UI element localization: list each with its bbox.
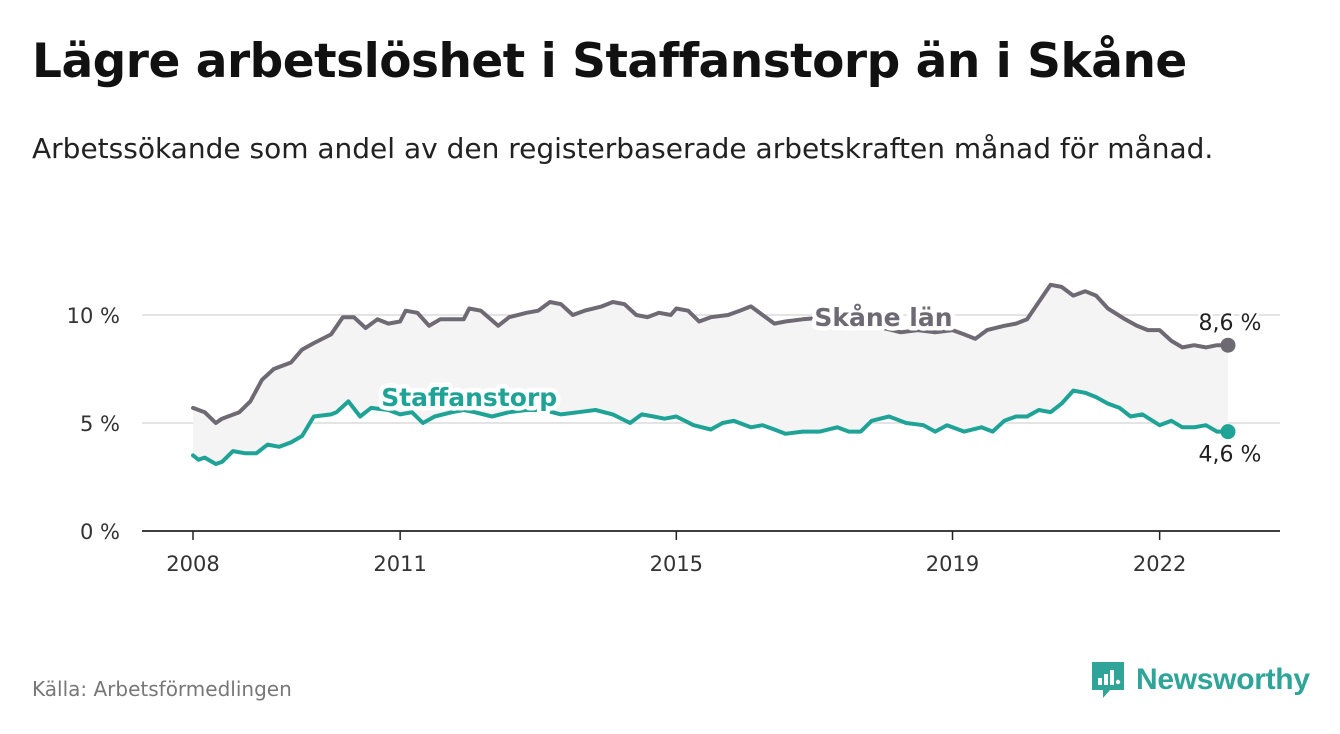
brand-name: Newsworthy — [1136, 663, 1310, 696]
chart-title: Lägre arbetslöshet i Staffanstorp än i S… — [32, 34, 1187, 89]
series-line-staffanstorp — [191, 388, 1230, 466]
series-end-label: 8,6 % — [1199, 311, 1262, 336]
source-note: Källa: Arbetsförmedlingen — [32, 677, 292, 701]
chart-series — [191, 282, 1236, 466]
brand-logo[interactable]: Newsworthy — [1090, 660, 1310, 700]
chart-labels: 8,6 % 4,6 % Skåne län Staffanstorp — [377, 298, 1264, 470]
x-tick-label: 2019 — [926, 552, 979, 576]
series-name-label: Skåne län — [814, 303, 952, 332]
series-endpoint-staffanstorp — [1220, 424, 1236, 440]
series-gap-band — [193, 284, 1228, 464]
series-end-label: 4,6 % — [1199, 443, 1262, 468]
chart-axes: 0 % 5 % 10 % 2008 2011 2015 2019 2022 — [67, 304, 1280, 576]
newsworthy-logo-icon — [1092, 662, 1124, 698]
x-tick-label: 2011 — [373, 552, 426, 576]
y-tick-label: 0 % — [80, 520, 120, 544]
x-tick-label: 2008 — [166, 552, 219, 576]
series-name-label: Staffanstorp — [381, 383, 557, 412]
x-tick-label: 2022 — [1133, 552, 1186, 576]
y-tick-label: 10 % — [67, 304, 120, 328]
y-tick-label: 5 % — [80, 412, 120, 436]
chart-subtitle: Arbetssökande som andel av den registerb… — [32, 132, 1214, 165]
x-tick-label: 2015 — [650, 552, 703, 576]
series-endpoint-skåne-län — [1220, 337, 1236, 353]
series-line-skåne-län — [191, 282, 1230, 425]
